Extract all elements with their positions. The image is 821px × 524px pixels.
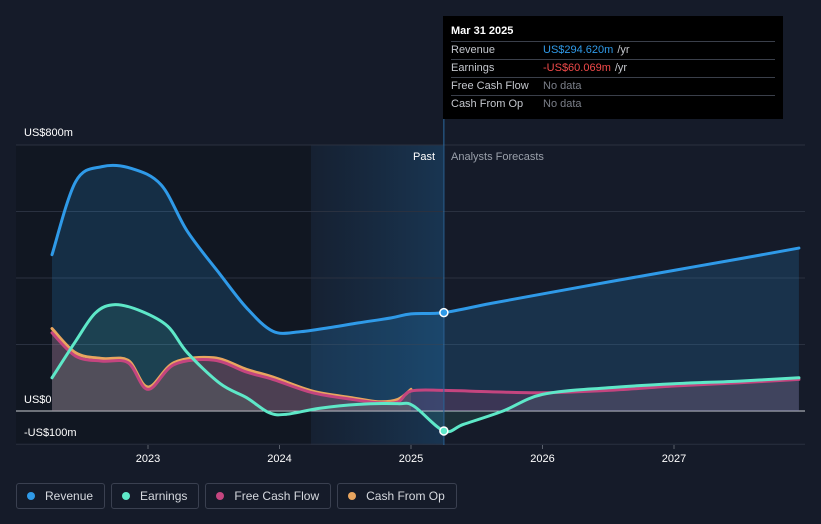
tooltip-label: Free Cash Flow	[451, 80, 529, 92]
legend-label: Free Cash Flow	[234, 489, 320, 503]
x-tick-label: 2026	[530, 453, 554, 465]
tooltip-label: Revenue	[451, 44, 496, 56]
legend-dot-icon	[348, 492, 357, 500]
legend-label: Cash From Op	[366, 489, 445, 503]
revenue-marker	[439, 307, 449, 318]
past-label: Past	[413, 151, 435, 163]
gridlines	[16, 144, 805, 445]
tooltip-label: Cash From Op	[451, 98, 524, 110]
legend-item-earnings[interactable]: Earnings	[111, 483, 200, 509]
earnings-marker	[439, 426, 449, 436]
legend-dot-icon	[216, 492, 225, 500]
y-axis-zero-label: US$0	[24, 394, 52, 406]
legend-dot-icon	[27, 492, 35, 500]
legend-label: Revenue	[45, 489, 94, 503]
x-tick-label: 2027	[662, 453, 686, 465]
tooltip-unit: /yr	[614, 62, 628, 74]
tooltip-row-revenue: Revenue US$294.620m /yr	[451, 41, 775, 59]
earnings-area	[52, 304, 799, 432]
y-axis-top-label: US$800m	[24, 127, 73, 139]
hover-markers	[439, 307, 449, 436]
legend: Revenue Earnings Free Cash Flow Cash Fro…	[16, 483, 457, 511]
legend-item-free-cash-flow[interactable]: Free Cash Flow	[205, 483, 332, 509]
tooltip-row-cash-from-op: Cash From Op No data	[451, 95, 775, 113]
series-lines	[50, 163, 801, 434]
tooltip-label: Earnings	[451, 62, 495, 74]
legend-label: Earnings	[140, 489, 188, 503]
tooltip-row-free-cash-flow: Free Cash Flow No data	[451, 77, 775, 95]
revenue-line	[50, 163, 801, 335]
legend-dot-icon	[122, 492, 131, 500]
x-tick-label: 2023	[136, 453, 160, 465]
free-cash-flow-line	[50, 331, 801, 405]
tooltip-unit: /yr	[617, 44, 630, 56]
earnings-line	[50, 303, 801, 434]
tooltip-row-earnings: Earnings -US$60.069m /yr	[451, 59, 775, 77]
x-tick-label: 2025	[399, 453, 423, 465]
tooltip-value: US$294.620m	[543, 44, 614, 56]
legend-item-cash-from-op[interactable]: Cash From Op	[337, 483, 457, 509]
past-region-left	[16, 145, 311, 445]
y-axis-bottom-label: -US$100m	[24, 427, 77, 439]
tooltip-date: Mar 31 2025	[451, 25, 514, 37]
revenue-area	[52, 165, 799, 411]
tooltip: Mar 31 2025 Revenue US$294.620m /yr Earn…	[443, 16, 783, 119]
x-axis-ticks: 2023 2024 2025 2026 2027	[136, 445, 686, 465]
cash-from-op-area	[52, 328, 411, 411]
tooltip-value: No data	[543, 98, 582, 110]
forecast-label: Analysts Forecasts	[451, 151, 544, 163]
x-tick-label: 2024	[267, 453, 291, 465]
tooltip-value: -US$60.069m	[543, 62, 611, 74]
legend-item-revenue[interactable]: Revenue	[16, 483, 106, 509]
tooltip-value: No data	[543, 80, 582, 92]
